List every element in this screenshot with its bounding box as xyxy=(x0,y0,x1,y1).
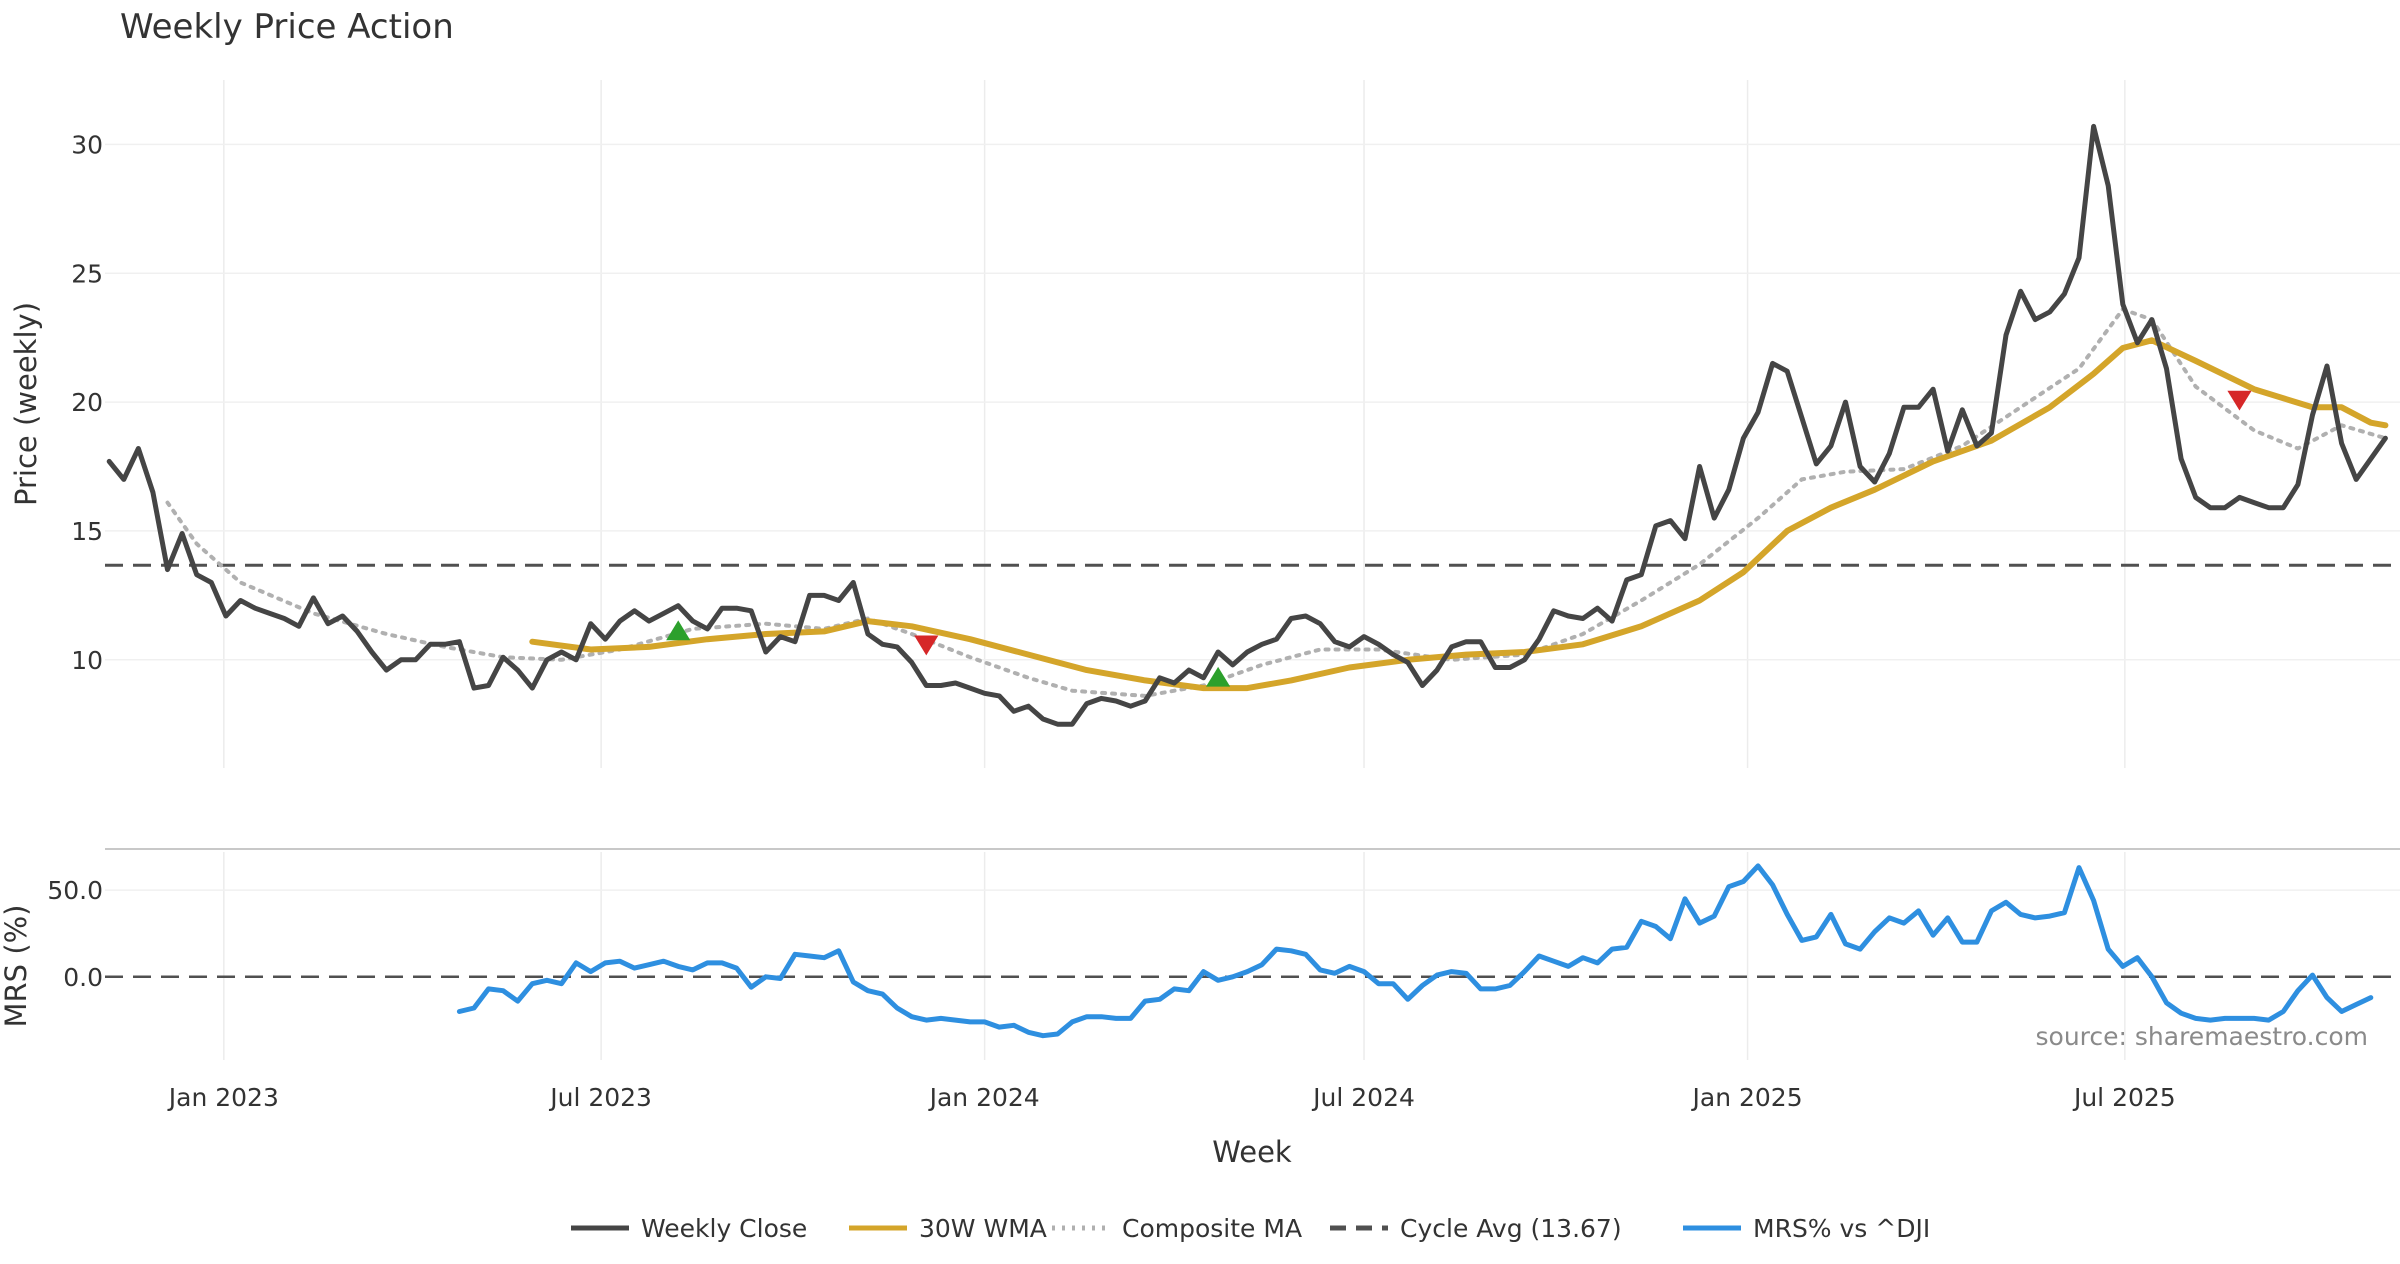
30w-wma-line xyxy=(529,337,2389,692)
sell-signal-marker xyxy=(914,635,939,656)
mrs-gridlines xyxy=(105,852,2400,1060)
weekly-close-line xyxy=(106,123,2388,727)
price-y-tick-label: 25 xyxy=(71,259,103,288)
x-axis-label: Week xyxy=(1212,1135,1292,1169)
price-y-axis-label: Price (weekly) xyxy=(9,302,43,506)
legend-label: Weekly Close xyxy=(641,1214,807,1243)
price-gridlines xyxy=(105,80,2400,768)
legend-label: MRS% vs ^DJI xyxy=(1753,1214,1930,1243)
signal-markers xyxy=(666,390,2252,687)
x-tick-label: Jul 2024 xyxy=(1311,1083,1415,1112)
sell-signal-marker xyxy=(2227,390,2252,411)
mrs-y-tick-label: 0.0 xyxy=(63,963,103,992)
chart-title: Weekly Price Action xyxy=(120,7,454,47)
mrs-y-tick-label: 50.0 xyxy=(47,876,103,905)
x-tick-labels: Jan 2023 Jul 2023 Jan 2024 Jul 2024 Jan 2025… xyxy=(167,1083,2176,1112)
legend-label: 30W WMA xyxy=(919,1214,1047,1243)
mrs-line xyxy=(456,863,2374,1039)
legend-label: Cycle Avg (13.67) xyxy=(1400,1214,1622,1243)
composite-ma-line xyxy=(165,307,2388,698)
price-y-tick-labels: 10 15 20 25 30 xyxy=(71,130,103,674)
buy-signal-marker xyxy=(1206,666,1231,687)
price-y-tick-label: 30 xyxy=(71,130,103,159)
legend-label: Composite MA xyxy=(1122,1214,1302,1243)
mrs-y-tick-labels: 0.0 50.0 xyxy=(47,876,103,992)
x-tick-label: Jul 2025 xyxy=(2072,1083,2176,1112)
x-tick-label: Jan 2023 xyxy=(167,1083,279,1112)
price-y-tick-label: 20 xyxy=(71,388,103,417)
mrs-y-axis-label: MRS (%) xyxy=(0,905,33,1028)
x-tick-label: Jan 2024 xyxy=(928,1083,1040,1112)
price-y-tick-label: 15 xyxy=(71,517,103,546)
x-tick-label: Jan 2025 xyxy=(1691,1083,1803,1112)
price-series-group xyxy=(105,123,2400,727)
mrs-series-group xyxy=(105,863,2400,1039)
chart-legend: Weekly Close 30W WMA Composite MA Cycle Avg… xyxy=(571,1214,1930,1243)
x-tick-label: Jul 2023 xyxy=(548,1083,652,1112)
source-annotation: source: sharemaestro.com xyxy=(2036,1022,2369,1051)
price-y-tick-label: 10 xyxy=(71,646,103,675)
buy-signal-marker xyxy=(666,620,691,641)
